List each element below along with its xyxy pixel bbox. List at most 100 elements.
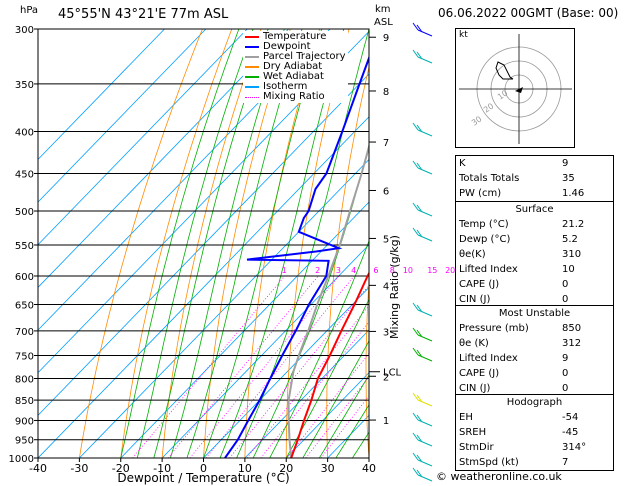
- date-label: 06.06.2022 00GMT (Base: 00): [438, 6, 619, 20]
- isotherm-line: [244, 329, 369, 458]
- surface-label: CIN (J): [459, 294, 491, 305]
- pressure-tick-label: 500: [15, 207, 34, 218]
- wet-adiabat: [120, 29, 240, 458]
- x-axis-title: Dewpoint / Temperature (°C): [117, 471, 289, 485]
- wind-barb-flag: [412, 347, 419, 356]
- hodo-stat-label: EH: [459, 412, 473, 423]
- mixing-ratio-label: 15: [427, 266, 437, 275]
- hodograph-plot: 10 20 30: [459, 34, 572, 144]
- hodograph: kt 10 20 30: [455, 28, 575, 148]
- hodo-stat-label: StmSpd (kt): [459, 457, 519, 468]
- legend-item: Mixing Ratio: [245, 92, 346, 102]
- wind-barb-flag: [416, 454, 423, 463]
- legend-label: Temperature: [263, 31, 327, 42]
- hodo-stat-value: -45: [562, 427, 579, 438]
- index-value: 35: [562, 173, 575, 184]
- wind-barb: [417, 399, 433, 407]
- legend-item: Dry Adiabat: [245, 62, 346, 72]
- pressure-tick-label: 450: [15, 169, 34, 180]
- wet-adiabat: [335, 404, 369, 458]
- hpa-label: hPa: [20, 5, 39, 16]
- wind-barb: [417, 56, 433, 64]
- pressure-tick-label: 750: [15, 351, 34, 362]
- wind-barb-flag: [412, 49, 419, 58]
- x-tick-label: 20: [279, 462, 293, 475]
- legend-item: Isotherm: [245, 82, 346, 92]
- pressure-tick-label: 700: [15, 327, 34, 338]
- wind-barb-flag: [412, 327, 419, 336]
- wind-barb-flag: [416, 329, 423, 338]
- surface-value: 0: [562, 279, 569, 290]
- legend-swatch: [245, 46, 259, 48]
- pressure-tick-label: 550: [15, 241, 34, 252]
- mu-label: θe (K): [459, 338, 489, 349]
- isotherm-line: [285, 372, 369, 458]
- wind-barb-flag: [412, 227, 419, 236]
- legend-swatch: [245, 96, 259, 98]
- km-tick-label: 6: [383, 186, 389, 197]
- index-label: K: [459, 158, 466, 169]
- most-unstable-panel: Most Unstable Pressure (mb) 850 θe (K) 312…: [455, 305, 614, 397]
- legend-swatch: [245, 76, 259, 78]
- surface-title: Surface: [515, 204, 554, 215]
- pressure-tick-label: 650: [15, 301, 34, 312]
- isotherm-line: [38, 29, 248, 246]
- mu-value: 0: [562, 368, 569, 379]
- dry-adiabat: [120, 29, 233, 458]
- mixing-ratio-label: 20: [445, 266, 455, 275]
- x-tick-label: 10: [238, 462, 252, 475]
- mixing-ratio-line: [286, 352, 369, 458]
- wind-barb-flag: [412, 467, 419, 476]
- km-tick-label: 1: [383, 416, 389, 427]
- surface-value: 10: [562, 264, 575, 275]
- pressure-tick-label: 900: [15, 416, 34, 427]
- hodograph-unit: kt: [459, 30, 468, 40]
- wet-adiabat: [318, 374, 369, 458]
- km-tick-label: 5: [383, 234, 389, 245]
- mu-value: 312: [562, 338, 582, 349]
- mixing-ratio-axis-title: Mixing Ratio (g/kg): [388, 235, 401, 339]
- wind-barb-flag: [416, 394, 423, 403]
- legend-item: Parcel Trajectory: [245, 52, 346, 62]
- mu-label: Pressure (mb): [459, 323, 529, 334]
- hodo-stat-value: 7: [562, 457, 569, 468]
- wind-barb: [417, 334, 433, 342]
- surface-value: 0: [562, 294, 569, 305]
- legend: Temperature Dewpoint Parcel Trajectory Dry …: [243, 31, 348, 103]
- lcl-label: LCL: [383, 368, 402, 379]
- legend-swatch: [245, 66, 259, 68]
- wind-barb-flag: [416, 229, 423, 238]
- pressure-tick-label: 950: [15, 436, 34, 447]
- hodo-stat-label: SREH: [459, 427, 487, 438]
- legend-item: Dewpoint: [245, 42, 346, 52]
- wind-barb-flag: [416, 24, 423, 33]
- wind-barb: [417, 209, 433, 217]
- wind-barb-flag: [412, 122, 419, 131]
- legend-swatch: [245, 86, 259, 88]
- mu-label: CIN (J): [459, 383, 491, 394]
- surface-label: θe(K): [459, 249, 486, 260]
- km-tick-label: 2: [383, 372, 389, 383]
- wind-barb-flag: [416, 304, 423, 313]
- isotherm-line: [79, 158, 369, 458]
- hodograph-stats-title: Hodograph: [506, 397, 563, 408]
- pressure-tick-label: 600: [15, 272, 34, 283]
- wind-barb: [417, 129, 433, 137]
- wind-barb-flag: [416, 414, 423, 423]
- isotherm-line: [38, 29, 207, 203]
- mixing-ratio-line: [205, 275, 355, 458]
- location-title: 45°55'N 43°21'E 77m ASL: [58, 7, 229, 22]
- km-tick-label: 8: [383, 87, 389, 98]
- dewpoint-line: [224, 55, 369, 458]
- legend-label: Parcel Trajectory: [263, 51, 346, 62]
- most-unstable-title: Most Unstable: [498, 308, 571, 319]
- pressure-tick-label: 350: [15, 80, 34, 91]
- x-tick-label: 40: [362, 462, 376, 475]
- asl-label: ASL: [374, 17, 393, 28]
- index-label: Totals Totals: [459, 173, 520, 184]
- pressure-tick-label: 400: [15, 128, 34, 139]
- x-tick-label: -40: [29, 462, 47, 475]
- isotherm-line: [161, 244, 369, 458]
- mu-value: 850: [562, 323, 582, 334]
